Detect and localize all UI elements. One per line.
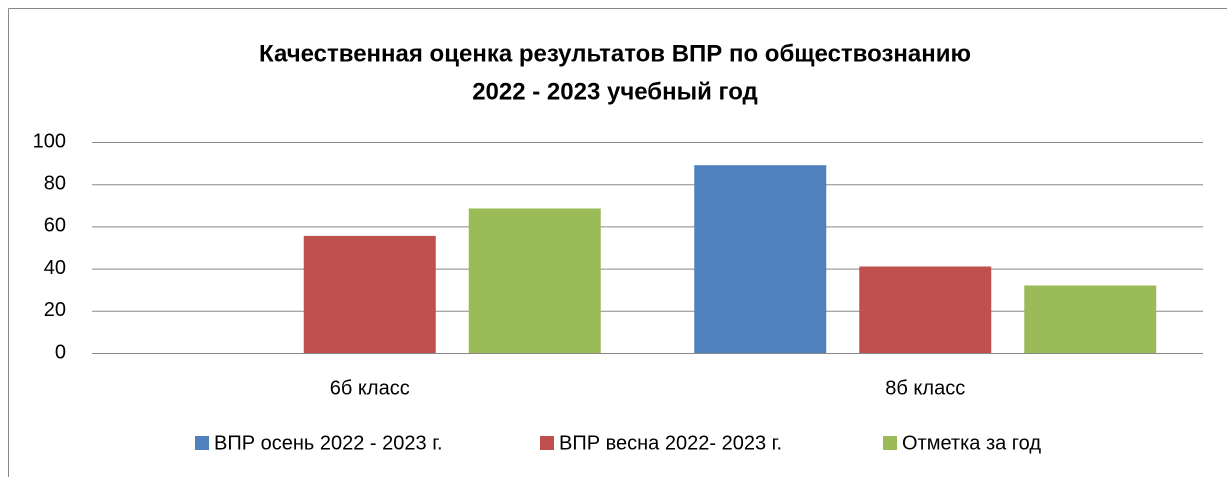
legend-label: ВПР весна 2022- 2023 г. <box>559 432 782 454</box>
x-tick-label: 6б класс <box>330 377 410 399</box>
y-tick-label: 20 <box>44 299 66 321</box>
bar <box>303 235 436 353</box>
y-tick-label: 40 <box>44 257 66 279</box>
bar <box>859 266 992 353</box>
y-tick-label: 0 <box>55 341 66 363</box>
y-tick-label: 100 <box>33 130 66 152</box>
y-tick-label: 80 <box>44 172 66 194</box>
chart-title: 2022 - 2023 учебный год <box>472 78 758 105</box>
bar <box>468 208 601 353</box>
x-tick-label: 8б класс <box>885 377 965 399</box>
legend-label: Отметка за год <box>902 432 1041 454</box>
legend-swatch <box>540 436 554 450</box>
chart-title: Качественная оценка результатов ВПР по о… <box>259 40 971 67</box>
bar <box>1024 285 1157 353</box>
legend-swatch <box>195 436 209 450</box>
legend-swatch <box>883 436 897 450</box>
bar <box>694 165 827 353</box>
legend-label: ВПР осень 2022 - 2023 г. <box>214 432 443 454</box>
y-tick-label: 60 <box>44 215 66 237</box>
